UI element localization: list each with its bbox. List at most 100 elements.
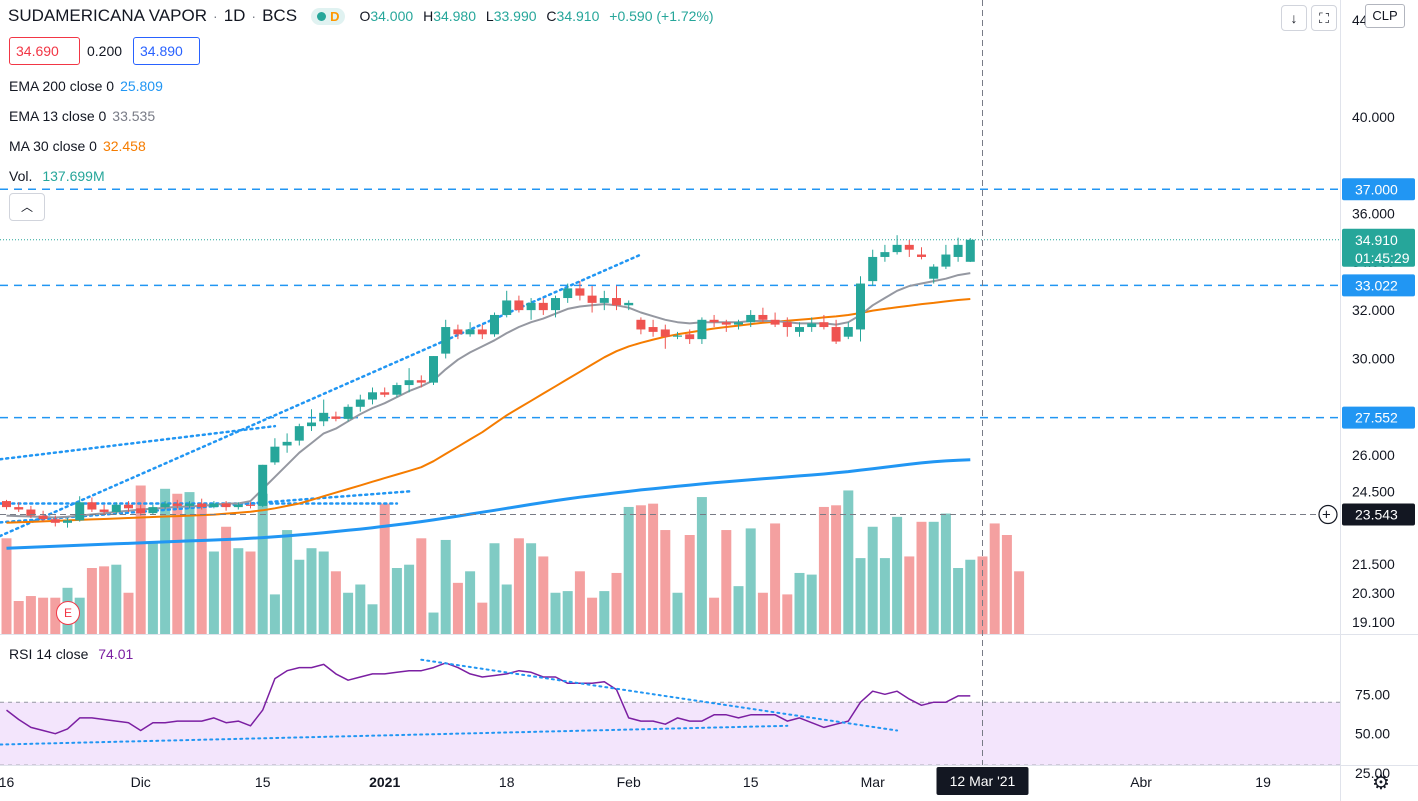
candle-body (709, 319, 719, 323)
candle-body (721, 322, 731, 325)
market-status-badge[interactable]: D (311, 7, 346, 25)
symbol-header[interactable]: SUDAMERICANA VAPOR · 1D · BCS D O34.000 … (8, 6, 720, 26)
separator-dot: · (251, 8, 257, 24)
candle-body (795, 327, 804, 332)
volume-bar (904, 556, 915, 634)
volume-bar (184, 492, 195, 634)
volume-bar (160, 488, 171, 634)
candle-body (514, 300, 524, 311)
volume-bar (428, 612, 439, 634)
candle-body (685, 334, 695, 340)
open-value: 34.000 (370, 8, 414, 24)
candle-body (941, 254, 951, 267)
candle-body (746, 314, 756, 323)
volume-bar (806, 574, 817, 634)
volume-bar (367, 604, 378, 634)
candle-body (856, 283, 865, 330)
candle-body (172, 503, 182, 506)
candle-body (368, 392, 377, 400)
candle-body (758, 314, 768, 320)
separator-dot: · (213, 8, 218, 24)
candle-body (124, 504, 133, 509)
volume-bar (965, 559, 976, 634)
time-tick-label: Feb (617, 774, 641, 790)
candle-body (587, 295, 597, 303)
volume-bar (74, 597, 85, 634)
volume-bar (269, 594, 280, 634)
candle-body (453, 329, 463, 335)
level-price-label-box (1342, 274, 1415, 297)
candle-body (624, 302, 634, 306)
candle-body (819, 322, 829, 328)
time-tick-label: Abr (1130, 774, 1152, 790)
volume-bar (574, 571, 585, 634)
ema200-legend[interactable]: EMA 200 close 0 25.809 (9, 78, 163, 94)
candle-body (831, 327, 841, 342)
rsi-label: RSI 14 close (9, 646, 89, 662)
price-tick-label: 26.000 (1352, 447, 1395, 463)
ema200-label: EMA 200 close 0 (9, 78, 115, 94)
rsi-trend-line (0, 724, 789, 746)
candle-body (917, 254, 926, 257)
volume-bar (538, 556, 549, 634)
crosshair-price-label: 23.543 (1355, 507, 1398, 523)
volume-bar (416, 538, 427, 634)
candle-body (246, 504, 255, 506)
volume-bar (782, 594, 793, 634)
ema13-legend[interactable]: EMA 13 close 0 33.535 (9, 108, 155, 124)
price-tick-label: 32.000 (1352, 302, 1395, 318)
fullscreen-button[interactable]: ⛶ (1311, 5, 1337, 31)
rsi-tick-label: 25.00 (1355, 765, 1390, 781)
chevron-up-icon: ︿ (20, 200, 33, 214)
candle-body (636, 319, 646, 330)
volume-bar (477, 602, 488, 634)
candle-body (880, 252, 890, 257)
plus-icon: + (1322, 507, 1331, 524)
volume-legend[interactable]: Vol. 137.699M (9, 168, 105, 184)
volume-bar (135, 485, 146, 634)
volume-bar (99, 566, 110, 634)
candle-body (953, 244, 963, 257)
earnings-icon[interactable]: E (56, 601, 80, 625)
ema200-line (6, 458, 971, 550)
volume-bar (770, 523, 781, 634)
volume-bar (879, 558, 890, 634)
last-price-label-box (1342, 228, 1415, 267)
collapse-legend-button[interactable]: ︿ (9, 193, 45, 221)
candle-body (697, 319, 707, 340)
ema13-value: 33.535 (112, 108, 156, 124)
add-alert-icon[interactable] (1318, 504, 1338, 525)
candle-body (282, 441, 292, 446)
ema13-line (6, 272, 971, 519)
volume-bar (928, 521, 939, 634)
candle-body (99, 509, 109, 512)
close-label: C (546, 8, 557, 24)
candle-body (75, 502, 85, 521)
volume-bar (221, 526, 232, 634)
buy-button[interactable]: 34.890 (133, 37, 200, 65)
trend-line (0, 253, 643, 538)
candle-body (294, 426, 304, 441)
volume-bar (245, 551, 256, 634)
candle-body (904, 244, 914, 250)
ema13-label: EMA 13 close 0 (9, 108, 107, 124)
currency-button[interactable]: CLP (1365, 4, 1405, 28)
candle-body (233, 504, 243, 508)
settings-button[interactable]: ⚙ (1372, 770, 1390, 795)
sell-button[interactable]: 34.690 (9, 37, 80, 65)
volume-bar (233, 548, 244, 634)
interval-label[interactable]: 1D (223, 6, 246, 25)
rsi-legend[interactable]: RSI 14 close 74.01 (9, 646, 133, 662)
time-tick-label: Mar (861, 774, 885, 790)
ma30-label: MA 30 close 0 (9, 138, 97, 154)
volume-bar (794, 572, 805, 634)
close-value: 34.910 (556, 8, 600, 24)
candle-body (807, 323, 817, 328)
candle-body (331, 416, 341, 419)
time-tick-label: 16 (0, 774, 14, 790)
volume-bar (855, 558, 866, 634)
download-button[interactable]: ↓ (1281, 5, 1307, 31)
volume-bar (550, 592, 561, 634)
ma30-legend[interactable]: MA 30 close 0 32.458 (9, 138, 146, 154)
